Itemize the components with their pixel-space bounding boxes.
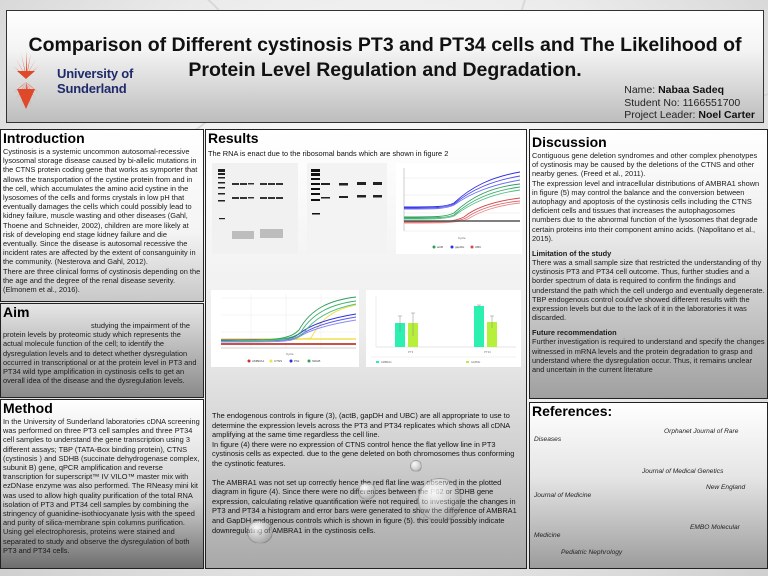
- fig4-x-label: Cycle: [286, 352, 294, 356]
- future-recommendation-paragraph: Further investigation is required to und…: [532, 337, 765, 375]
- figure-3-amplification-chart: Cycle actB gapDH UBC: [396, 163, 522, 254]
- fig3-legend-ubc: UBC: [475, 245, 482, 249]
- results-panel: Results The RNA is enact due to the ribo…: [205, 129, 527, 569]
- university-name-line1: University of: [57, 66, 134, 81]
- future-recommendation-heading: Future recommendation: [532, 328, 617, 338]
- limitation-heading: Limitation of the study: [532, 249, 612, 259]
- fig4-legend-sdhb: SDHB: [312, 359, 320, 363]
- introduction-heading: Introduction: [3, 130, 85, 146]
- student-name-row: Name: Nabaa Sadeq: [624, 84, 755, 97]
- discussion-paragraph-1: Contiguous gene deletion syndromes and o…: [532, 151, 758, 179]
- results-discussion-text: The endogenous controls in figure (3), (…: [212, 411, 522, 535]
- method-panel: Method In the University of Sunderland l…: [0, 399, 204, 569]
- introduction-paragraph-2: There are three clinical forms of cystin…: [3, 266, 201, 295]
- reference-item: Journal of Medical Genetics: [642, 468, 724, 475]
- aim-panel: Aim studying the impairment of the prote…: [0, 303, 204, 398]
- leader-label: Project Leader:: [624, 109, 699, 121]
- project-leader-row: Project Leader: Noel Carter: [624, 109, 755, 122]
- introduction-panel: Introduction Cystinosis is a systemic un…: [0, 129, 204, 302]
- figure-5-bar-chart: PT3 PT34 AMBRA1 GAPDH: [366, 290, 521, 367]
- student-name: Nabaa Sadeq: [658, 84, 725, 96]
- results-paragraph-1: The endogenous controls in figure (3), (…: [212, 411, 510, 440]
- gel-electrophoresis-figure-2: [307, 163, 387, 254]
- limitation-paragraph-1: There was a small sample size that restr…: [532, 258, 765, 295]
- results-heading: Results: [208, 130, 259, 146]
- fig5-legend-ambra1: AMBRA1: [381, 360, 392, 364]
- discussion-heading: Discussion: [532, 134, 607, 150]
- results-lead-text: The RNA is enact due to the ribosomal ba…: [208, 149, 449, 158]
- aim-text: studying the impairment of the protein l…: [3, 321, 197, 386]
- reference-item: Orphanet Journal of Rare: [664, 428, 739, 435]
- fig5-legend-gapdh: GAPDH: [471, 360, 480, 364]
- fig5-category-pt34: PT34: [484, 350, 491, 354]
- fig5-category-pt3: PT3: [408, 350, 414, 354]
- introduction-paragraph-1: Cystinosis is a systemic uncommon autoso…: [3, 147, 198, 267]
- discussion-text: Contiguous gene deletion syndromes and o…: [530, 150, 767, 375]
- discussion-panel: Discussion Contiguous gene deletion synd…: [529, 129, 768, 399]
- fig4-legend-p62: P62: [294, 359, 300, 363]
- results-paragraph-2: In figure (4) there were no expression o…: [212, 439, 515, 468]
- figure-4-amplification-chart: Cycle AMBRA1 CTNS P62 SDHB: [211, 290, 359, 367]
- student-info: Name: Nabaa Sadeq Student No: 1166551700…: [624, 84, 755, 122]
- sunburst-logo-icon: [13, 51, 39, 109]
- poster-title: Comparison of Different cystinosis PT3 a…: [28, 34, 742, 81]
- university-logo: University of Sunderland: [11, 51, 141, 111]
- fig3-legend-actb: actB: [437, 245, 443, 249]
- fig4-legend-ambra1: AMBRA1: [252, 359, 265, 363]
- aim-heading: Aim: [3, 304, 30, 320]
- results-paragraph-3: The AMBRA1 was not set up correctly henc…: [212, 477, 517, 535]
- references-panel: References: Orphanet Journal of Rare Dis…: [529, 402, 768, 569]
- student-number: Student No: 1166551700: [624, 96, 741, 109]
- reference-item: EMBO Molecular: [690, 524, 740, 531]
- gel-electrophoresis-figure-1: [212, 163, 298, 254]
- reference-item: Medicine: [534, 532, 561, 539]
- limitation-paragraph-2: TBP endogenous control could've showed d…: [532, 294, 750, 323]
- project-leader: Noel Carter: [698, 109, 755, 121]
- university-name-line2: Sunderland: [57, 81, 127, 96]
- discussion-paragraph-2: The expression level and intracellular d…: [532, 178, 760, 243]
- reference-item: New England: [706, 484, 746, 491]
- introduction-text: Cystinosis is a systemic uncommon autoso…: [1, 146, 203, 295]
- references-heading: References:: [532, 403, 613, 419]
- method-text: In the University of Sunderland laborato…: [3, 417, 200, 555]
- method-heading: Method: [3, 400, 53, 416]
- fig3-legend-gapdh: gapDH: [455, 245, 464, 249]
- fig3-x-label: Cycle: [458, 236, 466, 240]
- university-name: University of Sunderland: [57, 66, 133, 96]
- reference-item: Diseases: [534, 436, 562, 443]
- fig4-legend-ctns: CTNS: [274, 359, 282, 363]
- reference-item: Pediatric Nephrology: [561, 549, 623, 556]
- poster-header: Comparison of Different cystinosis PT3 a…: [6, 10, 764, 123]
- name-label: Name:: [624, 84, 659, 96]
- reference-item: Journal of Medicine: [534, 492, 592, 499]
